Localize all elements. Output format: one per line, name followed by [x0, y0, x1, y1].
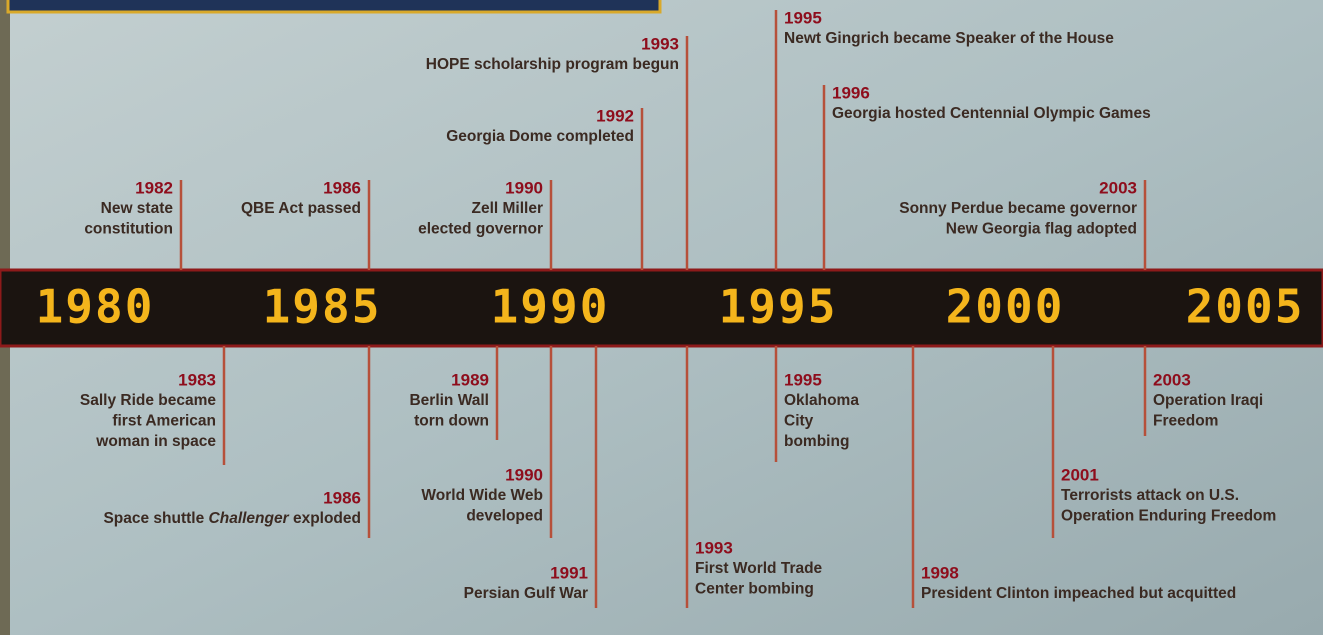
event-text: QBE Act passed	[241, 200, 361, 217]
event-year: 1996	[832, 83, 870, 102]
event-year: 1990	[505, 178, 543, 197]
axis-label: 1985	[263, 280, 382, 334]
event-text: Oklahoma	[784, 392, 859, 409]
event-text: New state	[101, 200, 174, 217]
event-text: City	[784, 413, 814, 430]
event-text: first American	[112, 413, 216, 430]
event-year: 1986	[323, 178, 361, 197]
timeline-band	[0, 270, 1323, 346]
axis-label: 2005	[1186, 280, 1305, 334]
event-text: constitution	[84, 221, 173, 238]
event-text: Georgia hosted Centennial Olympic Games	[832, 105, 1151, 122]
event-year: 1993	[641, 34, 679, 53]
event-text: elected governor	[418, 221, 543, 238]
event-text: Freedom	[1153, 413, 1218, 430]
axis-label: 1980	[36, 280, 155, 334]
event-year: 1989	[451, 370, 489, 389]
event-year: 2003	[1153, 370, 1191, 389]
event-text: Operation Enduring Freedom	[1061, 508, 1276, 525]
event-text-part: Space shuttle	[103, 510, 208, 527]
event-text: developed	[466, 508, 543, 525]
event-text: Newt Gingrich became Speaker of the Hous…	[784, 30, 1114, 47]
event-year: 2001	[1061, 465, 1099, 484]
event-text: bombing	[784, 433, 849, 450]
event-year: 1995	[784, 370, 822, 389]
event-text: Terrorists attack on U.S.	[1061, 487, 1239, 504]
event-text: HOPE scholarship program begun	[426, 56, 679, 73]
event-text: Sally Ride became	[80, 392, 217, 409]
event-text: World Wide Web	[421, 487, 543, 504]
timeline: 1980 1985 1990 1995 2000 2005 1982 New state con…	[0, 0, 1323, 635]
event-text: First World Trade	[695, 560, 823, 577]
axis-label: 1995	[719, 280, 838, 334]
event-year: 1992	[596, 106, 634, 125]
event-text: Sonny Perdue became governor	[899, 200, 1137, 217]
event-text-part: exploded	[289, 510, 361, 527]
event-year: 1990	[505, 465, 543, 484]
event-year: 1991	[550, 563, 588, 582]
event-text: Operation Iraqi	[1153, 392, 1263, 409]
header-box	[8, 0, 660, 12]
event-year: 1995	[784, 8, 822, 27]
event-text: Persian Gulf War	[464, 585, 588, 602]
event-text: New Georgia flag adopted	[946, 221, 1137, 238]
axis-label: 1990	[491, 280, 610, 334]
event-text: woman in space	[95, 433, 216, 450]
event-year: 1983	[178, 370, 216, 389]
event-year: 1993	[695, 538, 733, 557]
event-year: 1986	[323, 488, 361, 507]
event-year: 1998	[921, 563, 959, 582]
event-year: 2003	[1099, 178, 1137, 197]
event-text: Zell Miller	[472, 200, 544, 217]
event-text: Berlin Wall	[409, 392, 489, 409]
event-text: torn down	[414, 413, 489, 430]
event-text: Georgia Dome completed	[446, 128, 634, 145]
event-text-part: Challenger	[209, 510, 290, 527]
event-text: President Clinton impeached but acquitte…	[921, 585, 1236, 602]
event-text: Space shuttle Challenger exploded	[103, 510, 361, 527]
axis-label: 2000	[946, 280, 1065, 334]
event-year: 1982	[135, 178, 173, 197]
event-text: Center bombing	[695, 581, 814, 598]
